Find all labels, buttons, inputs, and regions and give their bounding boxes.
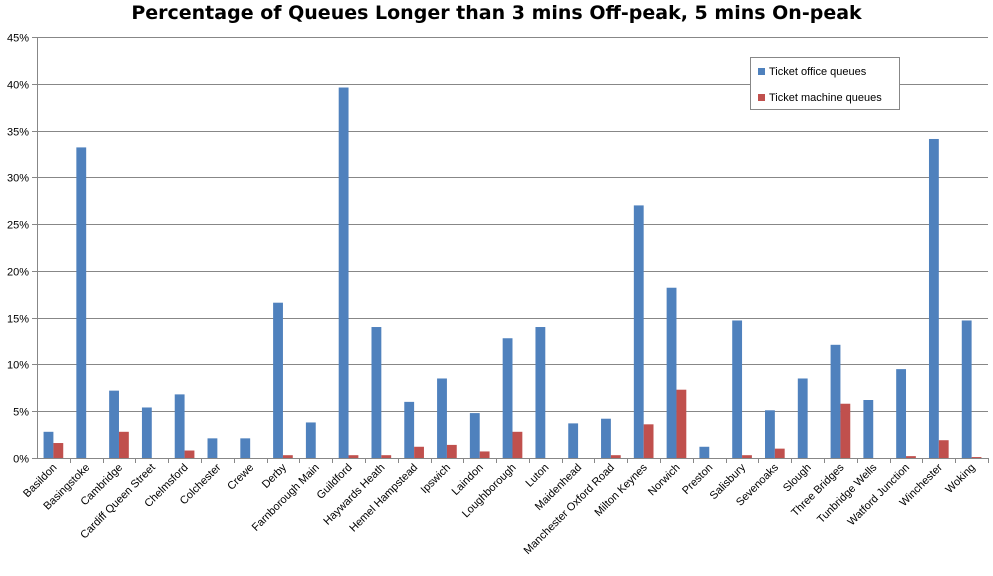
x-tick-label: Woking [943, 462, 977, 496]
bar-ticket-machine [512, 431, 523, 458]
bar-ticket-machine [53, 443, 64, 458]
bar-ticket-office [732, 320, 743, 458]
bar-ticket-office [765, 410, 775, 458]
bar-ticket-machine [971, 457, 982, 458]
bar-ticket-machine [840, 403, 851, 458]
legend-label-ticket-office: Ticket office queues [769, 66, 867, 78]
bar-ticket-machine [184, 450, 195, 458]
bar-ticket-office [273, 302, 283, 458]
bar-ticket-machine [774, 448, 785, 458]
bar-ticket-machine [742, 455, 752, 458]
bar-ticket-office [371, 327, 382, 458]
bar-ticket-office [240, 438, 251, 458]
y-tick-label: 10% [7, 360, 29, 372]
legend-swatch-ticket-office [758, 68, 765, 75]
legend-box [750, 57, 900, 110]
bar-ticket-office [601, 418, 611, 458]
y-tick-label: 20% [7, 267, 29, 279]
y-tick-label: 40% [7, 80, 29, 92]
legend-swatch-ticket-machine [758, 94, 765, 101]
bar-ticket-office [896, 369, 907, 458]
y-tick-label: 5% [13, 407, 29, 419]
bar-ticket-office [535, 327, 546, 458]
bar-ticket-office [43, 431, 54, 458]
bar-ticket-office [863, 400, 874, 458]
y-tick-label: 15% [7, 314, 29, 326]
bar-ticket-office [666, 287, 677, 458]
bar-ticket-machine [479, 451, 490, 458]
x-tick-label: Luton [523, 462, 551, 490]
y-tick-label: 25% [7, 220, 29, 232]
bar-ticket-office [469, 413, 480, 458]
bar-ticket-office [305, 422, 316, 458]
bar-ticket-machine [446, 444, 457, 458]
bar-ticket-office [76, 147, 87, 458]
x-tick-label: Ipswich [419, 462, 453, 496]
x-tick-label: Derby [260, 461, 290, 491]
y-tick-label: 0% [13, 454, 29, 466]
bar-ticket-machine [938, 440, 949, 458]
y-tick-label: 35% [7, 127, 29, 139]
bar-ticket-office [437, 378, 447, 458]
bar-ticket-machine [643, 424, 654, 458]
bar-ticket-office [174, 394, 185, 458]
x-tick-label: Norwich [646, 462, 683, 499]
y-tick-label: 30% [7, 173, 29, 185]
bar-ticket-office [797, 378, 808, 458]
bar-ticket-office [961, 320, 972, 458]
x-tick-label: Slough [781, 462, 814, 495]
bar-ticket-office [404, 401, 415, 458]
bar-ticket-office [699, 446, 710, 458]
bar-ticket-office [830, 344, 841, 458]
bar-ticket-office [338, 87, 349, 459]
legend-label-ticket-machine: Ticket machine queues [769, 92, 882, 104]
x-tick-label: Crewe [225, 462, 256, 493]
chart-title: Percentage of Queues Longer than 3 mins … [131, 2, 862, 24]
bar-ticket-office [633, 205, 644, 458]
bar-ticket-machine [348, 455, 359, 458]
bar-ticket-office [141, 407, 152, 458]
bar-ticket-office [502, 338, 513, 458]
bar-ticket-office [928, 138, 939, 459]
bar-ticket-machine [676, 389, 687, 458]
bar-ticket-office [568, 423, 579, 458]
y-tick-label: 45% [7, 33, 29, 45]
bar-ticket-machine [118, 431, 129, 458]
bar-ticket-machine [381, 455, 392, 458]
bar-ticket-machine [282, 455, 293, 458]
bar-ticket-machine [414, 446, 424, 458]
bar-ticket-office [109, 390, 119, 458]
x-tick-label: Tunbridge Wells [815, 461, 880, 526]
bar-ticket-machine [906, 456, 916, 458]
bar-ticket-office [207, 438, 218, 458]
bar-ticket-machine [610, 455, 621, 458]
